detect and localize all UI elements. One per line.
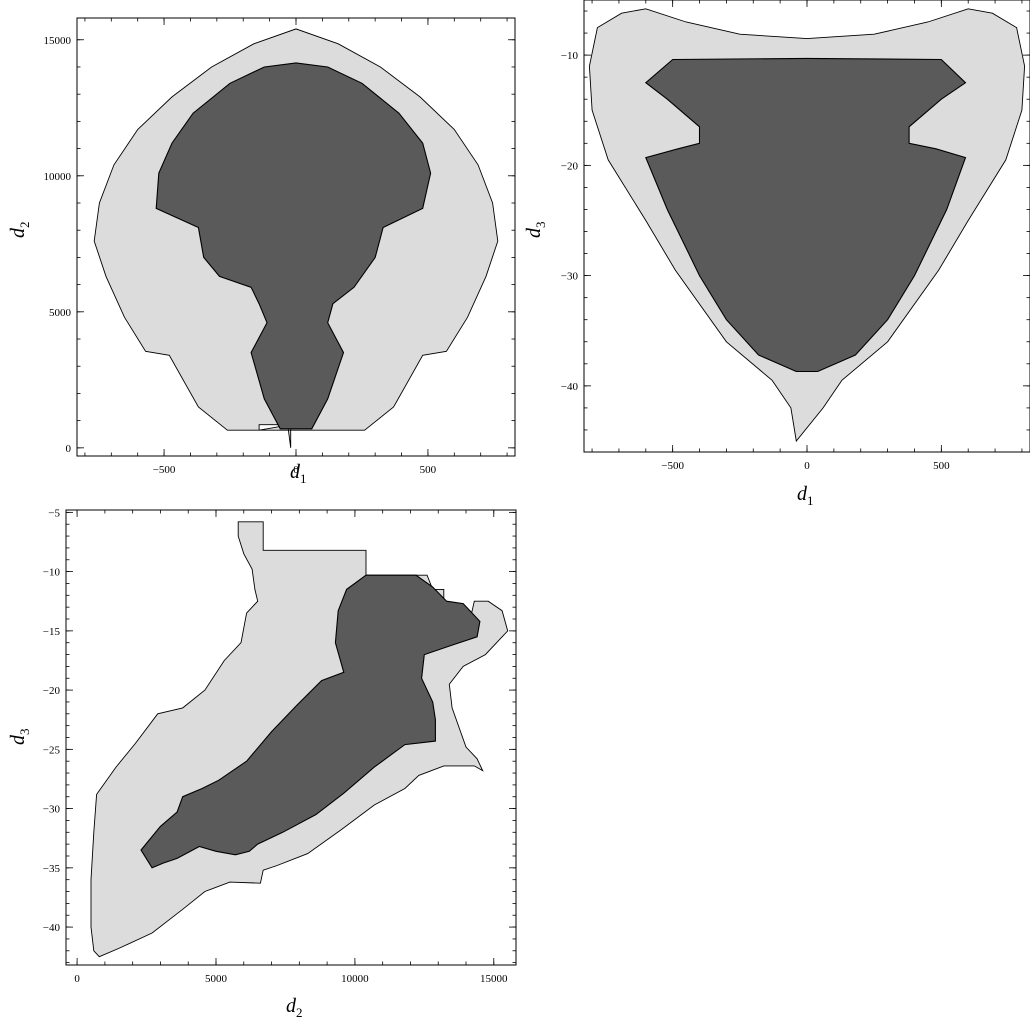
y-axis-label-d2-d3-base: d	[7, 734, 29, 745]
xtick-label-d1-d2-0: −500	[153, 464, 176, 476]
panel-d1-d2-ticks	[77, 18, 515, 456]
panel-d2-d3-plot	[90, 521, 509, 958]
ytick-label-d1-d2-2: 10000	[44, 171, 72, 183]
xtick-label-d1-d2-1: 0	[293, 464, 299, 476]
y-axis-label-d1-d2-base: d	[7, 227, 29, 238]
inner-region-d2-d3	[140, 574, 481, 869]
ytick-label-d2-d3-5: −15	[43, 626, 61, 638]
ytick-label-d2-d3-1: −35	[43, 863, 61, 875]
y-axis-label-d1-d2-sub: 2	[17, 222, 32, 229]
xtick-label-d1-d3-0: −500	[661, 460, 684, 472]
x-axis-label-d1-d3-sub: 1	[807, 493, 814, 508]
ytick-label-d2-d3-3: −25	[43, 744, 61, 756]
xtick-label-d2-d3-2: 10000	[341, 973, 369, 985]
y-axis-label-d1-d2: d2	[7, 222, 32, 239]
ytick-label-d1-d2-3: 15000	[44, 35, 72, 47]
x-axis-label-d1-d2: d1	[290, 461, 307, 486]
x-axis-label-d1-d3: d1	[797, 483, 814, 508]
x-axis-label-d2-d3-base: d	[286, 995, 297, 1017]
ytick-label-d2-d3-2: −30	[43, 804, 61, 816]
inner-region-d1-d2	[155, 62, 432, 430]
panel-d2-d3: 0 5000 10000 15000 −40 −35 −30 −25 −20 −…	[7, 507, 517, 1020]
y-axis-label-d2-d3: d3	[7, 729, 32, 746]
y-axis-label-d2-d3-sub: 3	[17, 729, 32, 736]
ytick-label-d1-d3-1: −30	[561, 271, 579, 283]
x-axis-label-d1-d3-base: d	[797, 483, 808, 505]
ytick-label-d1-d3-2: −20	[561, 160, 579, 172]
y-axis-label-d1-d3-base: d	[523, 227, 545, 238]
panel-d1-d3-ticks	[584, 0, 1030, 453]
ytick-label-d2-d3-7: −5	[48, 507, 60, 519]
xtick-label-d1-d2-2: 500	[420, 464, 437, 476]
panel-d1-d2: −500 0 500 0 5000 10000 15000 d1 d2	[7, 17, 516, 486]
x-axis-label-d2-d3: d2	[286, 995, 303, 1020]
x-axis-label-d1-d2-sub: 1	[300, 471, 307, 486]
panel-d1-d3-plot	[588, 8, 1026, 443]
panel-d1-d2-plot	[93, 28, 499, 448]
x-axis-label-d2-d3-sub: 2	[296, 1005, 303, 1020]
ytick-label-d1-d3-3: −10	[561, 50, 579, 62]
ytick-label-d2-d3-4: −20	[43, 685, 61, 697]
panel-d1-d3: −500 0 500 −40 −30 −20 −10 d1 d3	[523, 0, 1030, 508]
y-axis-label-d1-d3: d3	[523, 222, 548, 239]
ytick-label-d1-d2-1: 5000	[49, 307, 72, 319]
xtick-label-d2-d3-1: 5000	[205, 973, 228, 985]
xtick-label-d1-d3-1: 0	[804, 460, 810, 472]
panel-d2-d3-ticks	[66, 510, 516, 965]
ytick-label-d2-d3-0: −40	[43, 922, 61, 934]
xtick-label-d2-d3-3: 15000	[480, 973, 508, 985]
xtick-label-d2-d3-0: 0	[74, 973, 80, 985]
ytick-label-d1-d3-0: −40	[561, 381, 579, 393]
inner-region-d1-d3	[644, 57, 967, 373]
ytick-label-d2-d3-6: −10	[43, 567, 61, 579]
xtick-label-d1-d3-2: 500	[933, 460, 950, 472]
y-axis-label-d1-d3-sub: 3	[533, 222, 548, 229]
ytick-label-d1-d2-0: 0	[66, 443, 72, 455]
x-axis-label-d1-d2-base: d	[290, 461, 301, 483]
